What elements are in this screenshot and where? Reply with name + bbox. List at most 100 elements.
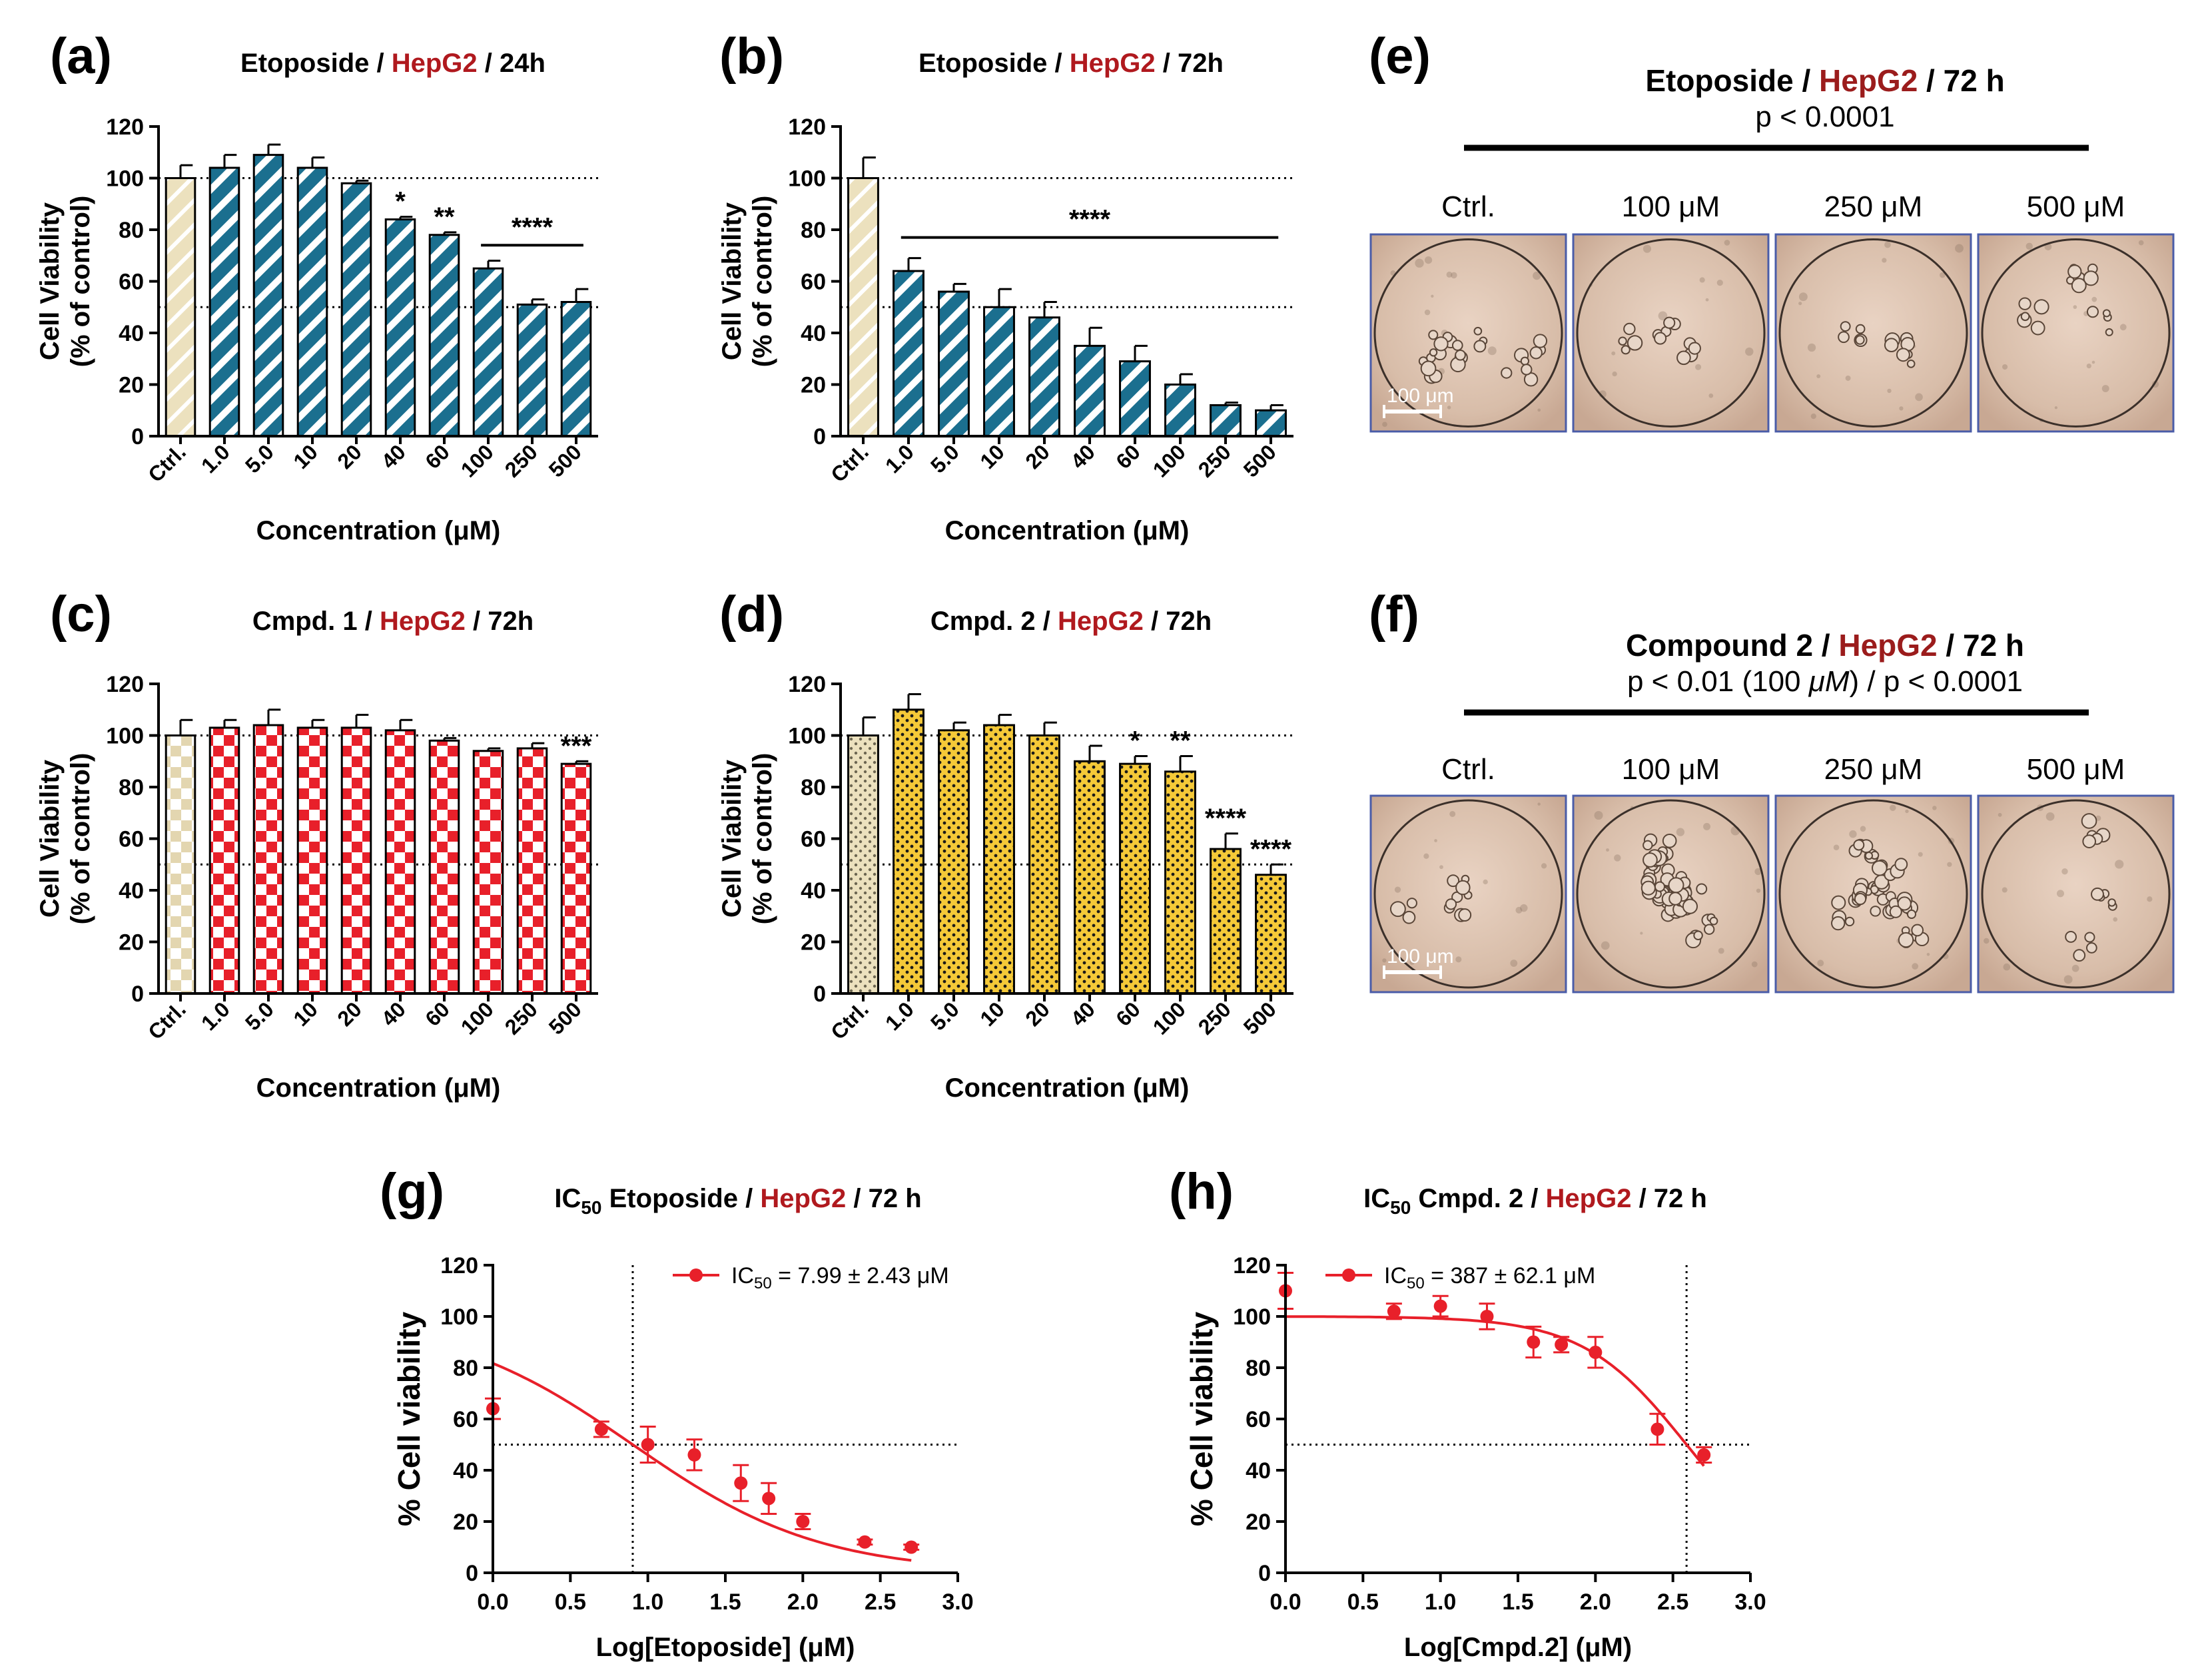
well-outline bbox=[1576, 238, 1766, 427]
bar bbox=[1210, 404, 1242, 437]
x-tick-label: 40 bbox=[376, 439, 410, 473]
x-tick-label: 2.5 bbox=[865, 1589, 896, 1615]
x-axis-label: Concentration (μM) bbox=[256, 1073, 501, 1103]
x-tick-label: 1.0 bbox=[881, 439, 918, 477]
y-tick-label: 40 bbox=[453, 1458, 478, 1484]
y-tick-label: 120 bbox=[106, 672, 144, 697]
y-axis-label-line: (% of control) bbox=[66, 753, 95, 925]
title-part: 50 bbox=[581, 1197, 601, 1218]
bar bbox=[1164, 384, 1196, 437]
cell bbox=[1643, 852, 1658, 868]
bar bbox=[560, 762, 592, 995]
cell bbox=[1889, 905, 1902, 918]
data-point bbox=[1433, 1299, 1447, 1313]
cell bbox=[1688, 342, 1701, 355]
debris-speck bbox=[2119, 324, 2127, 331]
debris-speck bbox=[1899, 406, 1904, 411]
cell bbox=[1451, 340, 1463, 351]
cell bbox=[1641, 880, 1656, 896]
debris-speck bbox=[1998, 812, 2002, 817]
y-axis-label: Cell Viability(% of control) bbox=[35, 196, 95, 368]
y-tick-label: 100 bbox=[440, 1304, 478, 1330]
bar bbox=[1210, 848, 1242, 995]
title-part: HepG2 bbox=[1070, 49, 1156, 78]
x-axis-label: Concentration (μM) bbox=[945, 516, 1190, 545]
data-point bbox=[594, 1422, 608, 1436]
bar bbox=[893, 270, 924, 437]
debris-speck bbox=[1845, 376, 1851, 381]
well-outline bbox=[1373, 238, 1563, 427]
p-value-text: p < 0.01 (100 μM) / p < 0.0001 bbox=[1627, 665, 2023, 698]
panel-label: (e) bbox=[1369, 28, 1431, 85]
debris-speck bbox=[2091, 360, 2095, 364]
cell bbox=[1654, 332, 1667, 345]
cell bbox=[1872, 860, 1888, 876]
x-tick-label: 5.0 bbox=[240, 439, 278, 477]
x-tick-label: 5.0 bbox=[926, 439, 964, 477]
cell bbox=[1870, 906, 1881, 917]
bar bbox=[472, 750, 504, 995]
well-outline bbox=[1981, 799, 2171, 989]
debris-speck bbox=[1447, 406, 1451, 410]
y-tick-label: 60 bbox=[1246, 1407, 1271, 1432]
significance-marker: **** bbox=[1069, 205, 1111, 234]
bar bbox=[428, 739, 460, 995]
x-tick-label: 60 bbox=[420, 439, 454, 473]
debris-speck bbox=[1724, 240, 1730, 246]
bar bbox=[296, 726, 328, 995]
x-axis-label: Log[Cmpd.2] (μM) bbox=[1404, 1633, 1632, 1662]
debris-speck bbox=[1594, 810, 1603, 820]
x-tick-label: 0.0 bbox=[477, 1589, 508, 1615]
debris-speck bbox=[1816, 374, 1821, 379]
y-tick-label: 120 bbox=[440, 1253, 478, 1278]
x-tick-label: 60 bbox=[1111, 997, 1145, 1031]
data-point bbox=[1527, 1335, 1541, 1349]
y-axis-label-line: Cell Viability bbox=[35, 759, 65, 918]
concentration-label: 500 μM bbox=[2027, 753, 2125, 786]
y-tick-label: 20 bbox=[119, 373, 144, 398]
debris-speck bbox=[1932, 806, 1937, 810]
cell bbox=[1676, 350, 1691, 366]
data-point bbox=[905, 1540, 918, 1554]
debris-speck bbox=[1643, 244, 1652, 253]
chart-title: IC50 Cmpd. 2 / HepG2 / 72 h bbox=[1363, 1184, 1707, 1218]
bar bbox=[1119, 762, 1151, 995]
cell bbox=[2085, 942, 2097, 954]
debris-speck bbox=[2025, 242, 2033, 250]
debris-speck bbox=[1449, 810, 1456, 817]
significance-marker: * bbox=[395, 187, 406, 216]
cell bbox=[1911, 924, 1924, 937]
y-axis-label-line: (% of control) bbox=[748, 753, 777, 925]
debris-speck bbox=[2115, 860, 2124, 869]
x-tick-label: 20 bbox=[332, 439, 366, 473]
debris-speck bbox=[1415, 258, 1424, 268]
title-part: ) / p < 0.0001 bbox=[1850, 665, 2023, 698]
title-part: HepG2 bbox=[1819, 63, 1918, 98]
debris-speck bbox=[1455, 956, 1462, 963]
y-tick-label: 0 bbox=[1258, 1561, 1271, 1586]
cell bbox=[2084, 932, 2095, 943]
title-part: μM bbox=[1808, 665, 1850, 698]
y-tick-label: 40 bbox=[1246, 1458, 1271, 1484]
chart-title: Cmpd. 2 / HepG2 / 72h bbox=[930, 607, 1212, 636]
bar bbox=[516, 303, 548, 437]
bar bbox=[472, 267, 504, 437]
cell bbox=[1627, 335, 1643, 351]
x-tick-label: 500 bbox=[544, 439, 586, 481]
concentration-label: 250 μM bbox=[1824, 190, 1923, 223]
bar bbox=[847, 734, 879, 995]
bar bbox=[165, 734, 196, 995]
y-axis-label: % Cell viability bbox=[1184, 1312, 1219, 1527]
legend-text: IC50 = 387 ± 62.1 μM bbox=[1384, 1263, 1595, 1292]
x-tick-label: 2.0 bbox=[787, 1589, 819, 1615]
debris-speck bbox=[1520, 904, 1528, 912]
cell bbox=[1455, 349, 1466, 361]
chart-title: Etoposide / HepG2 / 72h bbox=[918, 49, 1224, 78]
cell bbox=[1840, 321, 1851, 332]
y-tick-label: 100 bbox=[106, 166, 144, 192]
x-tick-label: 100 bbox=[456, 997, 498, 1039]
cell bbox=[1709, 916, 1718, 926]
y-tick-label: 100 bbox=[1233, 1304, 1271, 1330]
panel-label: (f) bbox=[1369, 586, 1419, 643]
scatter-chart-0: (g) IC50 Etoposide / HepG2 / 72 h02040608… bbox=[380, 1163, 974, 1662]
